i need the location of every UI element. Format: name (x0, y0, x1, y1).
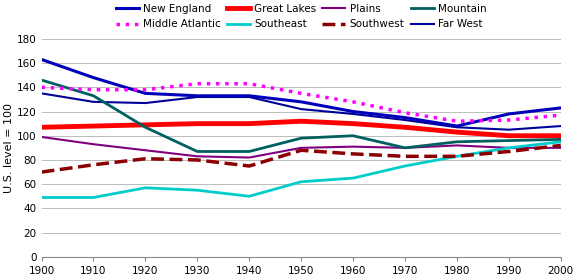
Y-axis label: U.S. level = 100: U.S. level = 100 (4, 103, 14, 193)
Legend: New England, Middle Atlantic, Great Lakes, Southeast, Plains, Southwest, Mountai: New England, Middle Atlantic, Great Lake… (116, 4, 487, 29)
